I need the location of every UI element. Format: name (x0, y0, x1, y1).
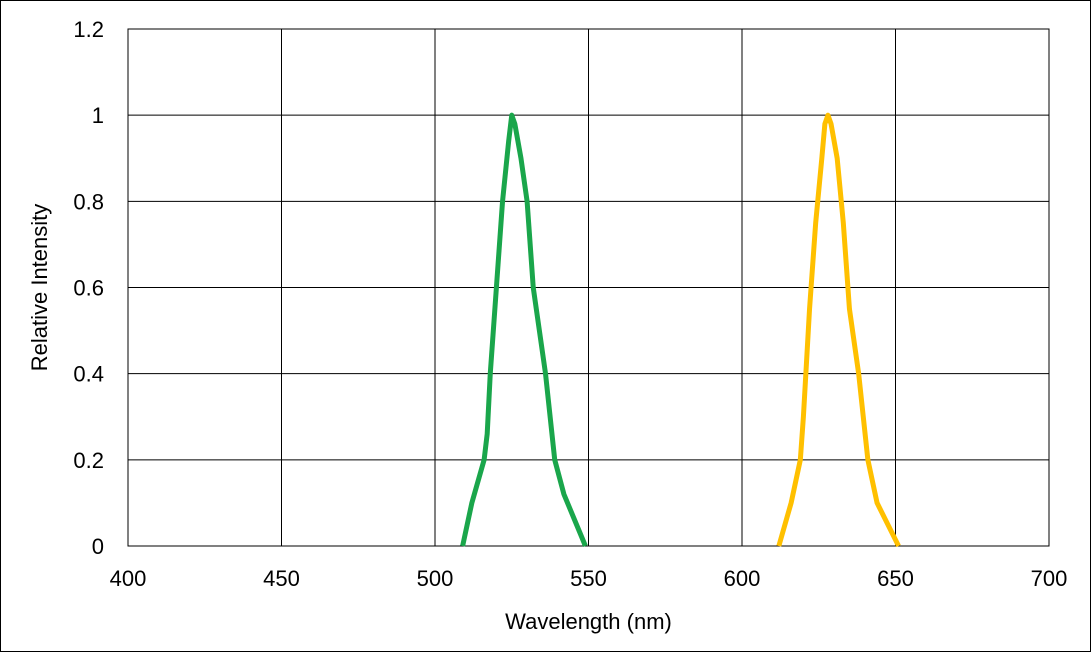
x-tick-label-550: 550 (570, 566, 607, 591)
y-tick-label-6: 1.2 (73, 17, 104, 42)
x-axis-title: Wavelength (nm) (505, 609, 672, 634)
x-tick-label-650: 650 (877, 566, 914, 591)
series-line-2 (776, 112, 901, 548)
x-tick-label-500: 500 (417, 566, 454, 591)
y-tick-label-3: 0.6 (73, 276, 104, 301)
tick-layer: 400 450 500 550 600 650 700 0 0.2 0.4 0.6 0.8 1 1.2 (73, 17, 1067, 591)
series-line-1 (460, 112, 588, 547)
x-tick-label-450: 450 (263, 566, 300, 591)
grid-layer (127, 28, 1050, 547)
x-tick-label-700: 700 (1031, 566, 1068, 591)
x-tick-label-400: 400 (110, 566, 147, 591)
series-layer (460, 112, 901, 548)
y-axis-title: Relative Intensity (27, 204, 52, 372)
y-tick-label-5: 1 (92, 103, 104, 128)
y-tick-label-1: 0.2 (73, 448, 104, 473)
y-tick-label-2: 0.4 (73, 362, 104, 387)
y-tick-label-0: 0 (92, 534, 104, 559)
y-tick-label-4: 0.8 (73, 189, 104, 214)
x-tick-label-600: 600 (724, 566, 761, 591)
plot-area-border (127, 28, 1050, 547)
